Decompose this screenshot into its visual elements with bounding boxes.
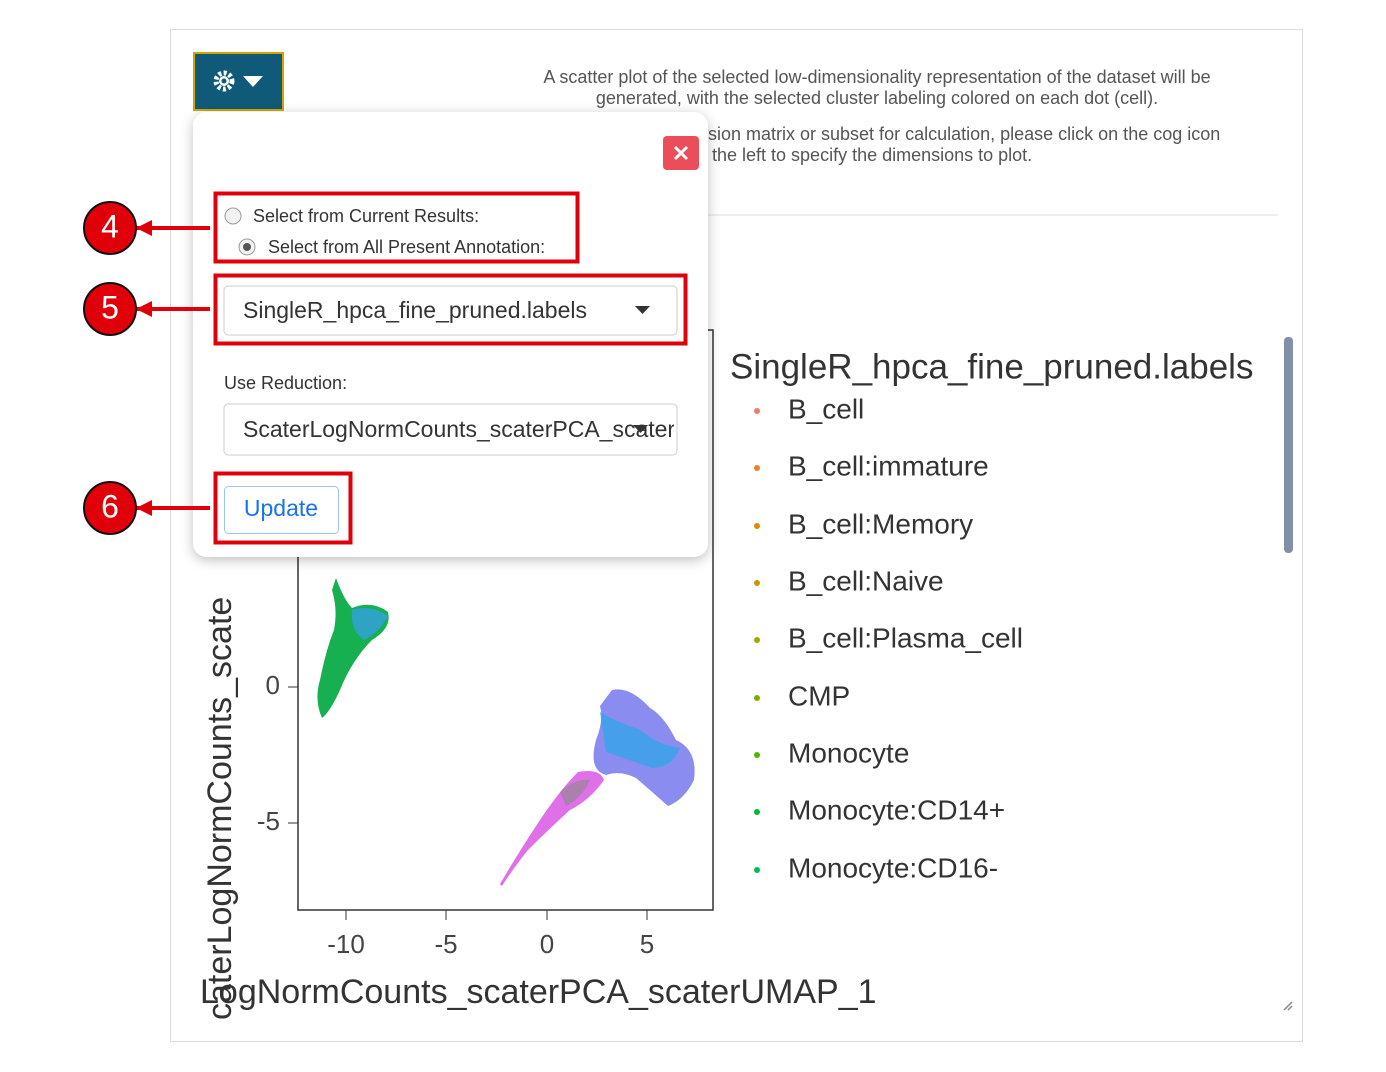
gear-icon [221, 78, 227, 84]
x-axis: -10 -5 0 5 [327, 910, 654, 959]
callout-number: 6 [101, 488, 119, 524]
cluster [600, 712, 680, 768]
callout-arrowhead [136, 220, 152, 236]
highlight-box [213, 191, 580, 264]
legend-label: B_cell:immature [788, 450, 989, 481]
radio[interactable] [224, 207, 242, 225]
settings-button[interactable] [193, 52, 284, 111]
x-axis-label: LogNormCounts_scaterPCA_scaterUMAP_1 [200, 973, 877, 1011]
reduction-select[interactable] [223, 403, 678, 456]
gear-icon [213, 70, 235, 92]
x-tick-label: 5 [640, 929, 654, 959]
x-tick-label: -5 [434, 929, 457, 959]
caret-icon [635, 306, 650, 314]
callout-badge [83, 282, 137, 336]
radio-label: Select from Current Results: [253, 206, 479, 226]
x-tick-label: -10 [327, 929, 365, 959]
y-axis-label: caterLogNormCounts_scate [201, 597, 239, 1020]
callout-number: 4 [101, 208, 119, 244]
legend-label: B_cell:Plasma_cell [788, 622, 1023, 653]
description: the left to specify the dimensions to pl… [712, 145, 1032, 165]
legend-dot [754, 408, 760, 414]
callout-badge [83, 481, 137, 535]
legend-dot [754, 580, 760, 586]
y-tick-label: 0 [266, 670, 280, 700]
legend-label: B_cell [788, 393, 864, 424]
legend-label: Monocyte:CD16- [788, 852, 998, 883]
resize-handle[interactable] [1283, 1001, 1293, 1011]
legend-dot [754, 695, 760, 701]
radio-label: Select from All Present Annotation: [268, 237, 545, 257]
legend-label: B_cell:Naive [788, 565, 944, 596]
field-label: Use Reduction: [224, 373, 347, 393]
description: sion matrix or subset for calculation, p… [708, 124, 1220, 144]
legend-dot [754, 523, 760, 529]
legend-dot [754, 752, 760, 758]
update-button[interactable] [224, 486, 339, 534]
callout-arrowhead [136, 500, 152, 516]
cluster [500, 771, 604, 886]
callout-badge [83, 201, 137, 255]
legend: B_cell B_cell:immature B_cell:Memory B_cell… [754, 393, 1023, 883]
legend-label: CMP [788, 680, 850, 711]
y-tick-label: -5 [257, 806, 280, 836]
callout-arrowhead [136, 301, 152, 317]
select-value: ScaterLogNormCounts_scaterPCA_scater [243, 416, 675, 442]
legend-label: Monocyte:CD14+ [788, 794, 1005, 825]
description: generated, with the selected cluster lab… [596, 88, 1158, 108]
legend-title: SingleR_hpca_fine_pruned.labels [730, 347, 1253, 386]
legend-label: Monocyte [788, 737, 909, 768]
update-label: Update [244, 495, 318, 521]
legend-dot [754, 867, 760, 873]
caret-icon [243, 76, 263, 87]
legend-label: B_cell:Memory [788, 508, 973, 539]
annotation-select[interactable] [223, 285, 678, 336]
cluster [351, 608, 388, 640]
callouts: 4 5 6 [83, 201, 210, 535]
select-clip: ScaterLogNormCounts_scaterPCA_scater [243, 416, 675, 442]
select-value: SingleR_hpca_fine_pruned.labels [243, 297, 587, 323]
close-icon [673, 145, 689, 161]
plot: 0 -5 caterLogNormCounts_scate LogNormCou… [200, 329, 1253, 1020]
cluster [560, 779, 590, 806]
highlight-box [213, 471, 353, 545]
x-tick-label: 0 [540, 929, 554, 959]
description: A scatter plot of the selected low-dimen… [543, 67, 1210, 87]
caret-icon [633, 425, 648, 433]
legend-dot [754, 637, 760, 643]
scrollbar[interactable] [1284, 337, 1293, 553]
legend-dot [754, 465, 760, 471]
callout-number: 5 [101, 289, 119, 325]
highlight-box [213, 273, 688, 346]
legend-dot [754, 809, 760, 815]
radio-dot [243, 243, 251, 251]
